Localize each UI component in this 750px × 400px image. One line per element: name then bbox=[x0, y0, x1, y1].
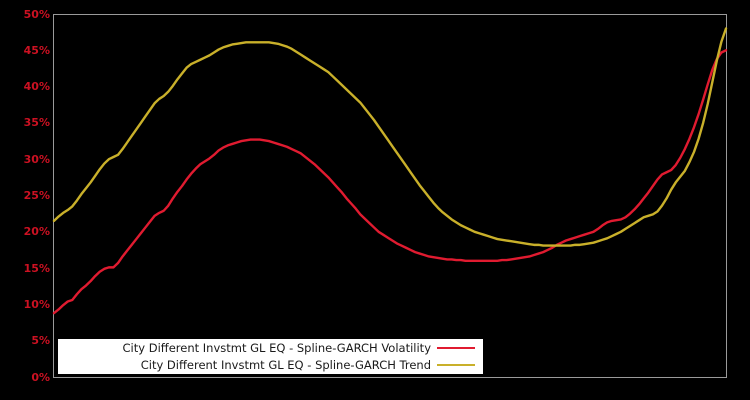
y-axis-tick-label: 10% bbox=[23, 297, 50, 311]
legend-item[interactable]: City Different Invstmt GL EQ - Spline-GA… bbox=[58, 356, 483, 373]
legend-color-swatch bbox=[437, 363, 475, 366]
y-axis-tick-label: 50% bbox=[23, 7, 50, 21]
series-line-2 bbox=[52, 27, 728, 247]
series-group bbox=[52, 27, 728, 315]
legend-color-swatch bbox=[437, 346, 475, 349]
y-axis-tick-labels: 0% 5% 10% 15% 20% 25% 30% 35% 40% 45% 50% bbox=[0, 0, 50, 400]
y-axis-tick-label: 25% bbox=[23, 189, 50, 202]
legend-item[interactable]: City Different Invstmt GL EQ - Spline-GA… bbox=[58, 339, 483, 356]
y-axis-tick-label: 5% bbox=[31, 334, 50, 348]
y-axis-tick-label: 15% bbox=[23, 261, 50, 275]
y-axis-tick-label: 40% bbox=[23, 80, 50, 94]
y-axis-tick-label: 30% bbox=[23, 152, 50, 166]
series-line-1 bbox=[52, 49, 728, 315]
y-axis-tick-label: 45% bbox=[23, 43, 50, 57]
y-axis-tick-label: 0% bbox=[31, 370, 50, 384]
chart-legend: City Different Invstmt GL EQ - Spline-GA… bbox=[58, 339, 483, 374]
y-axis-tick-label: 20% bbox=[23, 225, 50, 239]
legend-item-label: City Different Invstmt GL EQ - Spline-GA… bbox=[140, 357, 431, 372]
y-axis-tick-label: 35% bbox=[23, 116, 50, 130]
legend-item-label: City Different Invstmt GL EQ - Spline-GA… bbox=[122, 340, 431, 355]
plot-area-border bbox=[53, 14, 727, 378]
